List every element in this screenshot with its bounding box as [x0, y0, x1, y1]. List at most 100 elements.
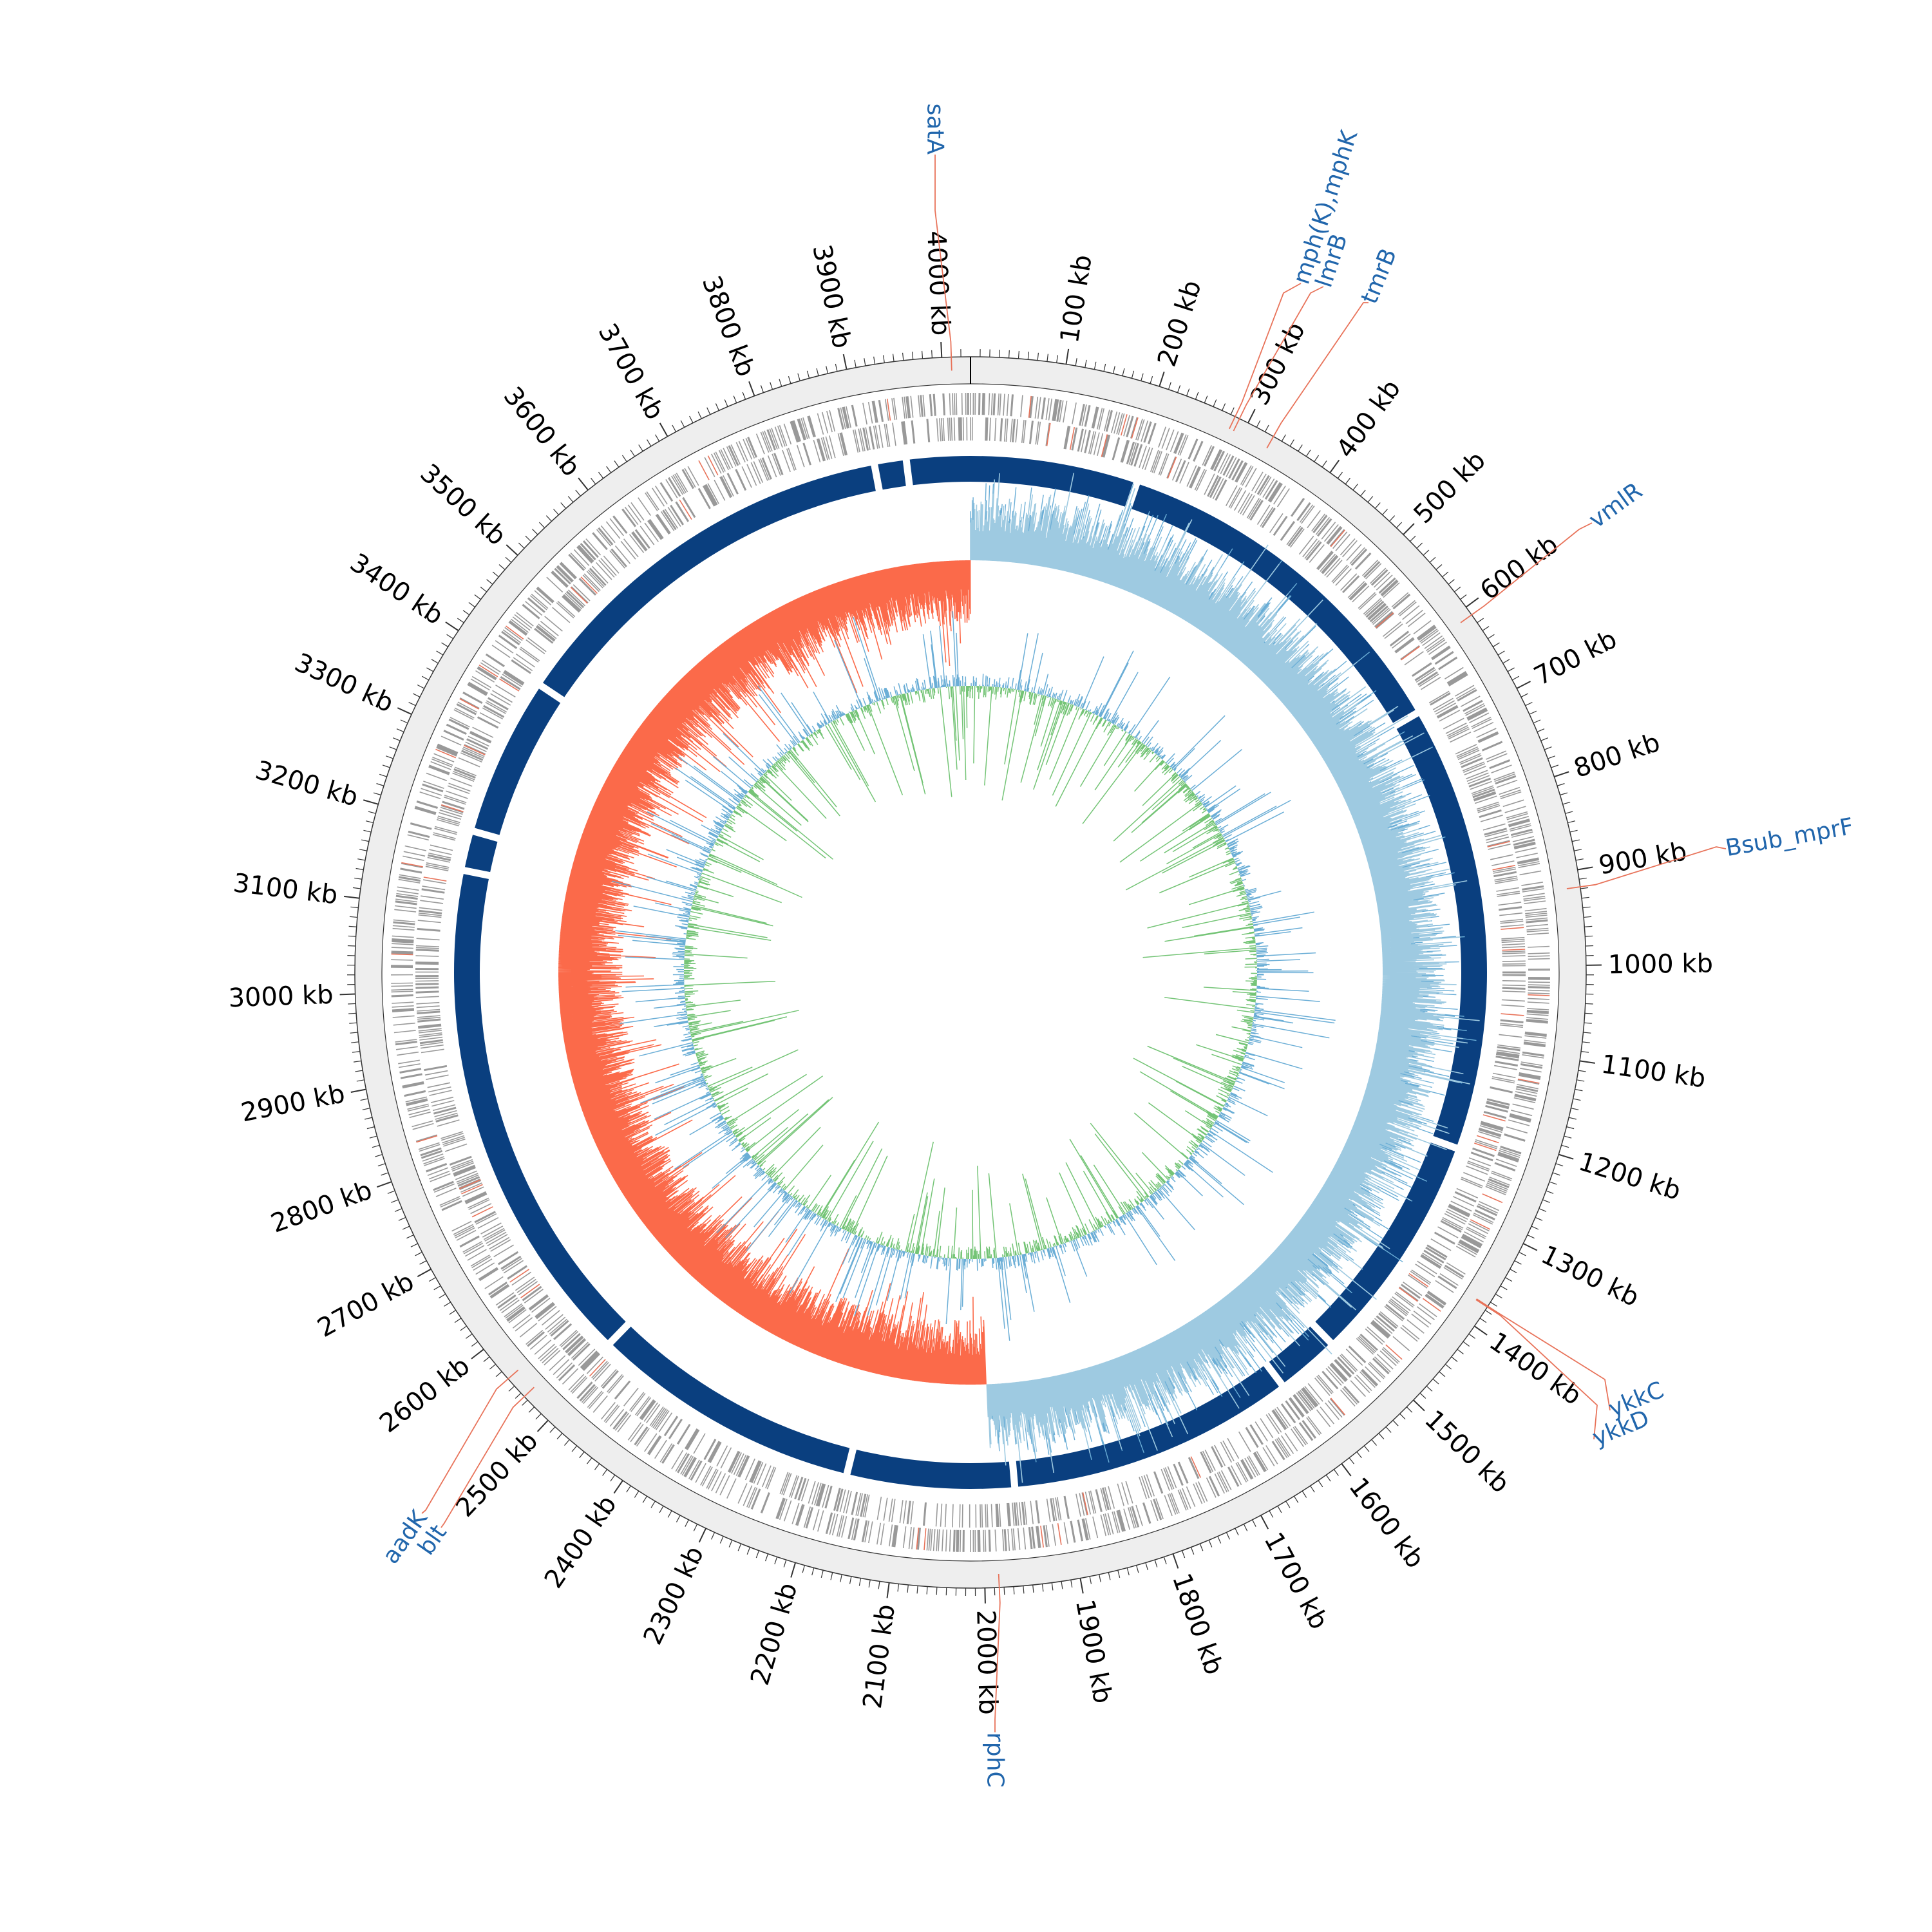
minor-tick: [428, 1277, 436, 1282]
minor-tick: [1514, 1260, 1522, 1265]
minor-tick: [742, 392, 746, 400]
annotation-leader-line: [1229, 283, 1302, 430]
minor-tick: [1502, 659, 1510, 664]
annotation-label: Bsub_mprF: [1723, 813, 1855, 862]
minor-tick: [816, 368, 819, 376]
minor-tick: [1490, 1302, 1497, 1307]
minor-tick: [788, 375, 791, 384]
annotation-leader-line: [934, 155, 952, 371]
minor-tick: [680, 420, 685, 428]
minor-tick: [614, 460, 620, 468]
gc-content-track: [612, 611, 1336, 1341]
minor-tick: [363, 829, 372, 833]
minor-tick: [408, 701, 416, 706]
minor-tick: [1356, 1452, 1362, 1459]
minor-tick: [1195, 392, 1199, 400]
annotation-label: vmlR: [1584, 478, 1647, 534]
minor-tick: [1385, 1426, 1392, 1433]
major-tick: [940, 342, 943, 358]
minor-tick: [352, 887, 361, 889]
minor-tick: [689, 415, 694, 423]
tick-label: 2600 kb: [374, 1351, 475, 1439]
minor-tick: [1510, 1269, 1517, 1273]
minor-tick: [441, 642, 449, 647]
minor-tick: [1533, 719, 1541, 724]
minor-tick: [826, 366, 829, 374]
major-tick: [1522, 1243, 1538, 1251]
minor-tick: [667, 1510, 672, 1518]
minor-tick: [1557, 783, 1565, 786]
major-tick: [613, 1480, 623, 1494]
annotation-leader-line: [994, 1573, 1001, 1732]
minor-tick: [460, 1325, 467, 1331]
tick-label: 3600 kb: [498, 381, 586, 482]
minor-tick: [922, 350, 923, 359]
minor-tick: [1584, 925, 1593, 927]
minor-tick: [1374, 502, 1381, 509]
minor-tick: [356, 1079, 365, 1082]
minor-tick: [1454, 587, 1461, 592]
minor-tick: [1426, 1385, 1433, 1392]
major-tick: [506, 544, 518, 556]
minor-tick: [1562, 801, 1571, 805]
minor-tick: [760, 385, 764, 393]
minor-tick: [1555, 1163, 1564, 1167]
minor-tick: [1578, 1070, 1586, 1072]
major-tick: [1260, 1515, 1269, 1530]
minor-tick: [685, 1519, 689, 1527]
major-tick: [842, 354, 848, 370]
minor-tick: [1084, 359, 1087, 368]
minor-tick: [538, 522, 545, 529]
minor-tick: [396, 728, 404, 732]
minor-tick: [802, 1565, 805, 1573]
minor-tick: [381, 1172, 389, 1176]
minor-tick: [355, 1070, 363, 1072]
minor-tick: [431, 659, 439, 664]
tick-label: 3100 kb: [232, 868, 339, 910]
minor-tick: [1531, 1226, 1539, 1230]
minor-tick: [492, 571, 499, 578]
minor-tick: [873, 356, 876, 365]
major-tick: [1413, 1399, 1425, 1412]
annotation-leader-line: [1460, 522, 1593, 623]
minor-tick: [1382, 509, 1388, 515]
minor-tick: [571, 1445, 578, 1452]
minor-tick: [1168, 382, 1171, 390]
minor-tick: [1389, 515, 1396, 522]
minor-tick: [351, 1041, 359, 1043]
minor-tick: [621, 455, 627, 462]
tick-label: 3000 kb: [228, 980, 334, 1014]
minor-tick: [1548, 755, 1555, 759]
minor-tick: [764, 1553, 769, 1562]
minor-tick: [361, 839, 370, 842]
tick-label: 200 kb: [1152, 277, 1208, 370]
minor-tick: [1583, 1032, 1591, 1034]
minor-tick: [1230, 407, 1235, 415]
minor-tick: [1529, 710, 1537, 715]
tick-label: 1600 kb: [1343, 1472, 1430, 1574]
minor-tick: [505, 556, 512, 563]
major-tick: [1558, 1153, 1574, 1160]
major-tick: [339, 993, 355, 996]
minor-tick: [1410, 535, 1416, 542]
tick-label: 3500 kb: [414, 459, 511, 551]
highlighted-gene-bars: [391, 395, 1550, 1551]
tick-label: 3700 kb: [592, 319, 670, 425]
minor-tick: [1423, 549, 1430, 556]
minor-tick: [1568, 1117, 1577, 1120]
major-tick: [377, 1181, 392, 1188]
major-tick: [445, 621, 459, 632]
tick-label: 1200 kb: [1575, 1147, 1684, 1206]
minor-tick: [406, 1235, 414, 1239]
minor-tick: [650, 1501, 656, 1508]
minor-tick: [1277, 1506, 1282, 1513]
minor-tick: [1396, 522, 1403, 529]
minor-tick: [1222, 403, 1226, 411]
minor-tick: [1177, 385, 1181, 393]
minor-tick: [672, 424, 677, 432]
minor-tick: [486, 579, 493, 585]
minor-tick: [1037, 352, 1039, 361]
major-tick: [698, 1528, 706, 1543]
major-tick: [471, 1349, 484, 1359]
minor-tick: [638, 444, 643, 451]
